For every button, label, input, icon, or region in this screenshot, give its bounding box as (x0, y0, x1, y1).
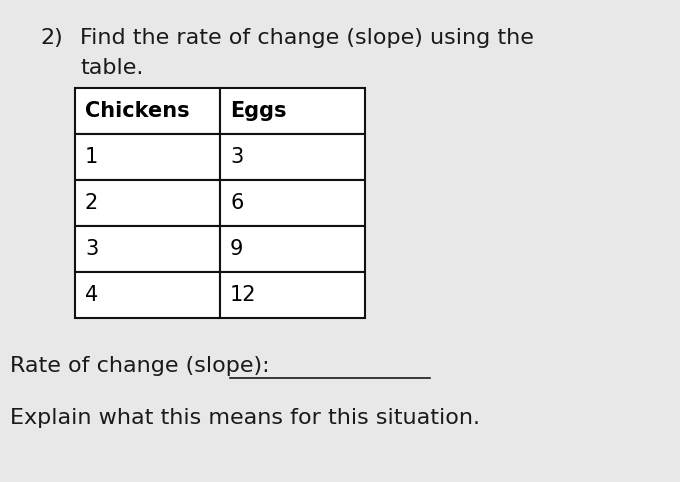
Bar (220, 88, 365, 134)
Text: 1: 1 (85, 147, 98, 167)
Text: Find the rate of change (slope) using the: Find the rate of change (slope) using th… (80, 28, 534, 48)
Bar (75, 272, 220, 318)
Bar (220, 272, 365, 318)
Text: 2): 2) (40, 28, 63, 48)
Bar (75, 134, 220, 180)
Text: 4: 4 (85, 285, 98, 305)
Text: Chickens: Chickens (85, 101, 190, 121)
Text: Eggs: Eggs (230, 101, 286, 121)
Bar (75, 180, 220, 226)
Text: Rate of change (slope):: Rate of change (slope): (10, 356, 284, 376)
Text: 9: 9 (230, 239, 243, 259)
Text: 3: 3 (230, 147, 243, 167)
Bar (75, 88, 220, 134)
Bar (75, 226, 220, 272)
Text: 12: 12 (230, 285, 256, 305)
Bar (220, 226, 365, 272)
Text: table.: table. (80, 58, 143, 78)
Bar (220, 180, 365, 226)
Bar (220, 134, 365, 180)
Text: 6: 6 (230, 193, 243, 213)
Text: Explain what this means for this situation.: Explain what this means for this situati… (10, 408, 480, 428)
Text: 2: 2 (85, 193, 98, 213)
Text: 3: 3 (85, 239, 98, 259)
